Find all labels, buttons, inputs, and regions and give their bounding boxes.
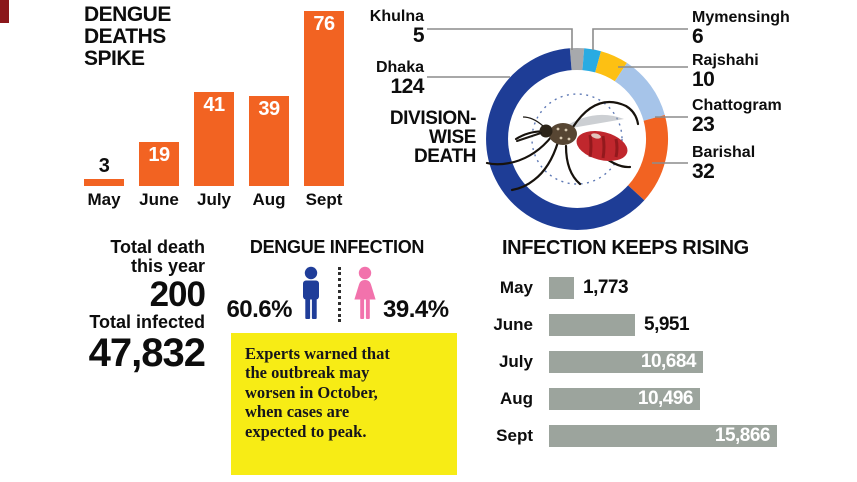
donut-label-chattogram: Chattogram 23 [692, 97, 782, 135]
female-percentage: 39.4% [383, 296, 449, 323]
rising-bar-value: 15,866 [714, 425, 771, 446]
month-label: June [493, 315, 533, 334]
deaths-bar-sept: 76 [304, 11, 344, 186]
deaths-bar-july: 41 [194, 92, 234, 186]
deaths-bar-june: 19 [139, 142, 179, 186]
deaths-bar-may: 3 [84, 155, 124, 186]
expert-warning-note: Experts warned that the outbreak may wor… [231, 333, 457, 475]
donut-chart-svg [427, 28, 688, 230]
division-name: Chattogram [692, 97, 782, 114]
month-label: Sept [305, 190, 343, 209]
dotted-divider [338, 267, 341, 322]
deaths-bar-value: 19 [148, 144, 170, 166]
deaths-bar-value: 39 [258, 98, 280, 120]
rising-bar: 10,684 [549, 351, 703, 373]
rising-bar: 15,866 [549, 425, 777, 447]
donut-label-rajshahi: Rajshahi 10 [692, 52, 759, 90]
division-value: 10 [692, 68, 715, 91]
division-name: Rajshahi [692, 52, 759, 69]
donut-label-barishal: Barishal 32 [692, 144, 755, 182]
donut-segment-rajshahi [594, 51, 627, 82]
leader-line-mymensingh [592, 28, 688, 50]
male-icon [303, 266, 319, 319]
donut-segment-mymensingh [582, 48, 602, 73]
division-value: 6 [692, 25, 704, 48]
leader-line-khulna [427, 28, 573, 50]
donut-title-line: DIVISION- [389, 108, 477, 129]
month-label: May [499, 278, 533, 297]
division-name: Khulna [369, 8, 424, 25]
leader-lines [427, 28, 688, 164]
division-value: 23 [692, 113, 715, 136]
deaths-bar-value: 41 [203, 94, 225, 116]
deaths-bars: 3 19 41 39 76 [84, 11, 350, 186]
mosquito-image [485, 101, 640, 192]
division-name: Dhaka [375, 59, 424, 76]
donut-segment-barishal [627, 115, 669, 201]
rising-bar-value: 1,773 [583, 277, 629, 298]
month-label: June [139, 190, 179, 209]
division-name: Barishal [692, 144, 756, 161]
division-value: 5 [412, 24, 425, 47]
division-name: Mymensingh [692, 9, 790, 26]
month-label: May [87, 190, 121, 209]
division-value: 124 [390, 75, 424, 98]
total-infected-label: Total infected [89, 312, 205, 332]
deaths-month-labels: May June July Aug Sept [84, 190, 344, 210]
donut-title-line: DEATH [413, 146, 476, 167]
infection-split-title: DENGUE INFECTION [249, 237, 425, 257]
deaths-bar-value: 3 [98, 155, 110, 177]
donut-title-line: WISE [429, 127, 476, 148]
donut-chart-title: DIVISION- WISE DEATH [389, 108, 477, 167]
division-value: 32 [692, 160, 715, 183]
rising-row-sept: Sept 15,866 [455, 425, 777, 447]
month-label: Sept [496, 426, 533, 445]
corner-mark [0, 0, 9, 23]
rising-bar [549, 314, 635, 336]
donut-label-dhaka: Dhaka 124 [375, 59, 425, 98]
rising-bar [549, 277, 574, 299]
month-label: Aug [252, 190, 286, 209]
total-death-label-2: this year [130, 256, 205, 276]
rising-row-may: May 1,773 [455, 277, 777, 299]
dotted-inner-circle [531, 93, 623, 185]
deaths-bar-aug: 39 [249, 96, 289, 186]
total-infected-value: 47,832 [88, 331, 206, 375]
donut-segment-chattogram [614, 62, 665, 122]
male-percentage: 60.6% [226, 296, 292, 323]
donut-ring [486, 47, 669, 230]
rising-chart-title: INFECTION KEEPS RISING [502, 237, 749, 259]
rising-bar-value: 10,684 [640, 351, 697, 372]
rising-bar: 10,496 [549, 388, 700, 410]
totals-block: Total death this year 200 Total infected… [30, 237, 206, 375]
rising-chart-rows: May 1,773 June 5,951 July 10,684 Aug 10,496 Sept… [455, 277, 777, 462]
rising-bar-value: 10,496 [637, 388, 694, 409]
rising-bar-value: 5,951 [644, 314, 690, 335]
rising-row-aug: Aug 10,496 [455, 388, 777, 410]
donut-segment-dhaka [486, 48, 645, 230]
total-death-value: 200 [149, 275, 206, 314]
month-label: Aug [499, 389, 533, 408]
rising-row-june: June 5,951 [455, 314, 777, 336]
female-icon [354, 266, 376, 319]
total-death-label-1: Total death [110, 237, 205, 257]
donut-label-khulna: Khulna 5 [369, 8, 425, 47]
deaths-bar-value: 76 [313, 13, 335, 35]
deaths-chart-title: DENGUE DEATHS SPIKE [84, 3, 171, 70]
month-label: July [196, 190, 232, 209]
donut-label-mymensingh: Mymensingh 6 [692, 9, 790, 47]
rising-row-july: July 10,684 [455, 351, 777, 373]
month-label: July [498, 352, 533, 371]
